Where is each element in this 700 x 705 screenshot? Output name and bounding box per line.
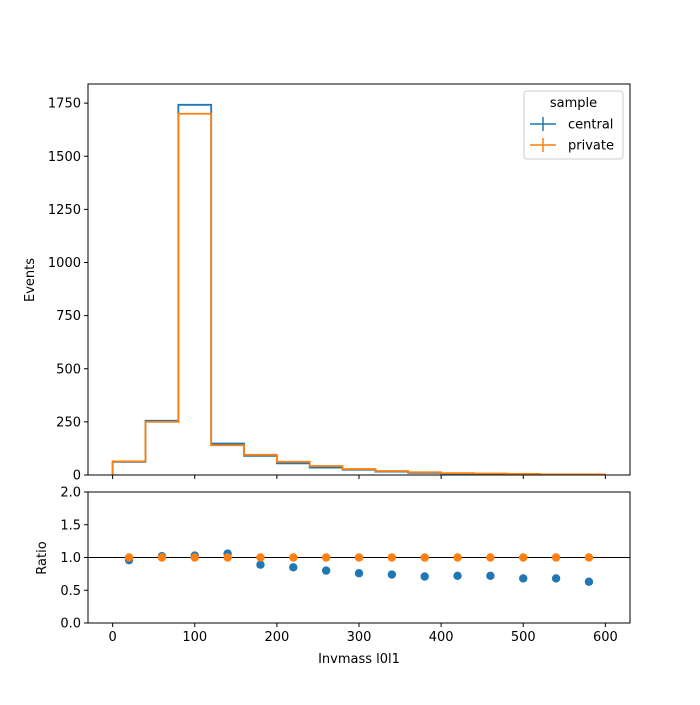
ratio-point-private [321,553,331,562]
ratio-point-private [354,553,364,562]
main-y-tick-label: 1250 [48,203,81,218]
ratio-point-central [453,571,462,581]
ratio-x-tick-label: 300 [347,630,372,645]
ratio-point-private [453,553,462,562]
ratio-point-central [420,572,429,581]
main-y-tick-label: 1000 [48,256,81,271]
ratio-point-central [584,577,594,586]
ratio-point-private [420,553,429,562]
ratio-x-tick-label: 100 [182,630,207,645]
ratio-point-private [519,553,528,562]
ratio-point-central [486,571,495,581]
ratio-y-tick-label: 1.0 [60,551,81,566]
ratio-panel: 0.0 0.5 1.0 1.5 2.0 0 100 200 300 400 500 600 Rati… [35,486,631,667]
ratio-point-private [124,553,134,562]
ratio-x-tick-label: 0 [108,630,116,645]
ratio-point-central [354,569,364,578]
main-y-tick-label: 250 [56,415,81,430]
ratio-point-private [157,553,167,562]
ratio-points [88,549,630,586]
ratio-point-private [289,553,298,562]
main-y-ticks: 0 250 500 750 1000 1250 1500 1750 [48,97,88,484]
ratio-x-tick-label: 400 [429,630,454,645]
main-y-axis-label: Events [23,258,38,302]
ratio-point-central [551,574,561,583]
main-y-tick-label: 1750 [48,97,81,112]
main-y-tick-label: 1500 [48,150,81,165]
ratio-y-ticks: 0.0 0.5 1.0 1.5 2.0 [60,486,88,632]
ratio-point-private [387,553,397,562]
legend-label-private: private [568,139,614,154]
ratio-point-private [190,553,199,562]
ratio-y-axis-label: Ratio [35,541,50,574]
ratio-y-tick-label: 0.0 [60,617,81,632]
legend-entry-central: central [530,117,613,133]
ratio-x-tick-label: 200 [264,630,289,645]
ratio-y-tick-label: 2.0 [60,486,81,501]
main-histogram-panel: 0 250 500 750 1000 1250 1500 1750 Events sample… [23,83,631,484]
legend-entry-private: private [530,138,614,154]
x-axis-label: Invmass l0l1 [318,652,400,667]
ratio-point-central [387,570,397,579]
ratio-x-tick-label: 500 [511,630,536,645]
ratio-point-private [223,553,232,562]
legend: sample central private [523,90,624,160]
ratio-point-private [584,553,594,562]
ratio-point-private [551,553,561,562]
ratio-y-tick-label: 1.5 [60,518,81,533]
ratio-y-tick-label: 0.5 [60,584,81,599]
legend-box [523,90,624,160]
legend-label-central: central [568,118,613,133]
histogram-steps [111,103,606,476]
ratio-point-central [289,563,298,572]
main-x-ticks [112,475,606,479]
main-y-tick-label: 750 [56,309,81,324]
ratio-point-central [519,574,528,583]
ratio-x-tick-label: 600 [593,630,618,645]
histogram-step-private [111,112,606,476]
ratio-point-central [321,566,331,575]
ratio-x-ticks: 0 100 200 300 400 500 600 [108,623,618,645]
legend-title: sample [550,96,597,111]
ratio-point-central [256,560,265,569]
main-y-tick-label: 500 [56,362,81,377]
ratio-point-private [256,553,265,562]
ratio-point-private [486,553,495,562]
main-y-tick-label: 0 [73,469,81,484]
